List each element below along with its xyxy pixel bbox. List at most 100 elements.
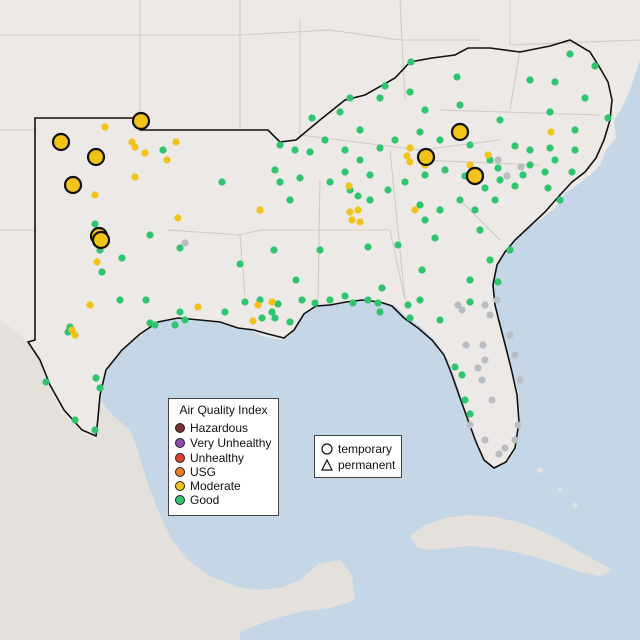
good-aqi-marker[interactable]: [546, 108, 554, 116]
good-aqi-marker[interactable]: [42, 378, 50, 386]
good-aqi-marker[interactable]: [364, 243, 372, 251]
good-aqi-marker[interactable]: [381, 82, 389, 90]
moderate-aqi-marker[interactable]: [172, 138, 180, 146]
good-aqi-marker[interactable]: [146, 231, 154, 239]
good-aqi-marker[interactable]: [176, 308, 184, 316]
no-data-marker[interactable]: [494, 156, 502, 164]
good-aqi-marker[interactable]: [591, 62, 599, 70]
good-aqi-marker[interactable]: [151, 321, 159, 329]
good-aqi-marker[interactable]: [96, 384, 104, 392]
good-aqi-marker[interactable]: [271, 166, 279, 174]
good-aqi-marker[interactable]: [354, 192, 362, 200]
good-aqi-marker[interactable]: [581, 94, 589, 102]
good-aqi-marker[interactable]: [407, 58, 415, 66]
good-aqi-marker[interactable]: [341, 146, 349, 154]
good-aqi-marker[interactable]: [258, 314, 266, 322]
no-data-marker[interactable]: [481, 436, 489, 444]
good-aqi-marker[interactable]: [341, 292, 349, 300]
no-data-marker[interactable]: [511, 436, 519, 444]
good-aqi-marker[interactable]: [526, 146, 534, 154]
no-data-marker[interactable]: [481, 301, 489, 309]
good-aqi-marker[interactable]: [326, 296, 334, 304]
good-aqi-marker[interactable]: [356, 156, 364, 164]
moderate-aqi-marker[interactable]: [93, 258, 101, 266]
good-aqi-marker[interactable]: [98, 268, 106, 276]
moderate-aqi-marker[interactable]: [403, 152, 411, 160]
no-data-marker[interactable]: [478, 376, 486, 384]
no-data-marker[interactable]: [514, 421, 522, 429]
good-aqi-marker[interactable]: [91, 426, 99, 434]
good-aqi-marker[interactable]: [171, 321, 179, 329]
no-data-marker[interactable]: [506, 331, 514, 339]
good-aqi-marker[interactable]: [341, 168, 349, 176]
good-aqi-marker[interactable]: [481, 184, 489, 192]
moderate-aqi-marker[interactable]: [131, 173, 139, 181]
good-aqi-marker[interactable]: [461, 396, 469, 404]
good-aqi-marker[interactable]: [571, 146, 579, 154]
moderate-aqi-marker[interactable]: [101, 123, 109, 131]
good-aqi-marker[interactable]: [71, 416, 79, 424]
good-aqi-marker[interactable]: [421, 106, 429, 114]
good-aqi-marker[interactable]: [546, 144, 554, 152]
good-aqi-marker[interactable]: [511, 142, 519, 150]
good-aqi-marker[interactable]: [274, 300, 282, 308]
no-data-marker[interactable]: [495, 450, 503, 458]
good-aqi-marker[interactable]: [394, 241, 402, 249]
good-aqi-marker[interactable]: [404, 301, 412, 309]
good-aqi-marker[interactable]: [276, 141, 284, 149]
good-aqi-marker[interactable]: [541, 168, 549, 176]
good-aqi-marker[interactable]: [376, 94, 384, 102]
moderate-aqi-marker[interactable]: [411, 206, 419, 214]
good-aqi-marker[interactable]: [321, 136, 329, 144]
good-aqi-marker[interactable]: [471, 206, 479, 214]
good-aqi-marker[interactable]: [456, 101, 464, 109]
good-aqi-marker[interactable]: [436, 136, 444, 144]
good-aqi-marker[interactable]: [486, 256, 494, 264]
good-aqi-marker[interactable]: [286, 318, 294, 326]
good-aqi-marker[interactable]: [296, 174, 304, 182]
good-aqi-marker[interactable]: [519, 171, 527, 179]
good-aqi-marker[interactable]: [551, 78, 559, 86]
moderate-aqi-marker[interactable]: [131, 143, 139, 151]
good-aqi-marker[interactable]: [436, 206, 444, 214]
good-aqi-marker[interactable]: [431, 234, 439, 242]
good-aqi-marker[interactable]: [568, 168, 576, 176]
good-aqi-marker[interactable]: [298, 296, 306, 304]
no-data-marker[interactable]: [466, 421, 474, 429]
good-aqi-marker[interactable]: [308, 114, 316, 122]
moderate-aqi-marker[interactable]: [348, 216, 356, 224]
good-aqi-marker[interactable]: [466, 276, 474, 284]
good-aqi-marker[interactable]: [406, 88, 414, 96]
good-aqi-marker[interactable]: [436, 316, 444, 324]
good-aqi-marker[interactable]: [316, 246, 324, 254]
no-data-marker[interactable]: [181, 239, 189, 247]
good-aqi-marker[interactable]: [376, 308, 384, 316]
good-aqi-marker[interactable]: [406, 314, 414, 322]
good-aqi-marker[interactable]: [506, 246, 514, 254]
no-data-marker[interactable]: [493, 296, 501, 304]
no-data-marker[interactable]: [454, 301, 462, 309]
good-aqi-marker[interactable]: [544, 184, 552, 192]
moderate-aqi-marker[interactable]: [174, 214, 182, 222]
no-data-marker[interactable]: [479, 341, 487, 349]
no-data-marker[interactable]: [462, 341, 470, 349]
good-aqi-marker[interactable]: [218, 178, 226, 186]
good-aqi-marker[interactable]: [571, 126, 579, 134]
moderate-aqi-marker[interactable]: [254, 301, 262, 309]
moderate-aqi-large-marker[interactable]: [91, 230, 111, 250]
moderate-aqi-large-marker[interactable]: [450, 122, 470, 142]
moderate-aqi-large-marker[interactable]: [465, 166, 485, 186]
good-aqi-marker[interactable]: [292, 276, 300, 284]
good-aqi-marker[interactable]: [236, 260, 244, 268]
good-aqi-marker[interactable]: [458, 371, 466, 379]
good-aqi-marker[interactable]: [92, 374, 100, 382]
good-aqi-marker[interactable]: [476, 226, 484, 234]
good-aqi-marker[interactable]: [416, 296, 424, 304]
moderate-aqi-large-marker[interactable]: [131, 111, 151, 131]
moderate-aqi-marker[interactable]: [466, 161, 474, 169]
good-aqi-marker[interactable]: [268, 308, 276, 316]
good-aqi-marker[interactable]: [526, 161, 534, 169]
good-aqi-marker[interactable]: [356, 126, 364, 134]
good-aqi-marker[interactable]: [556, 196, 564, 204]
